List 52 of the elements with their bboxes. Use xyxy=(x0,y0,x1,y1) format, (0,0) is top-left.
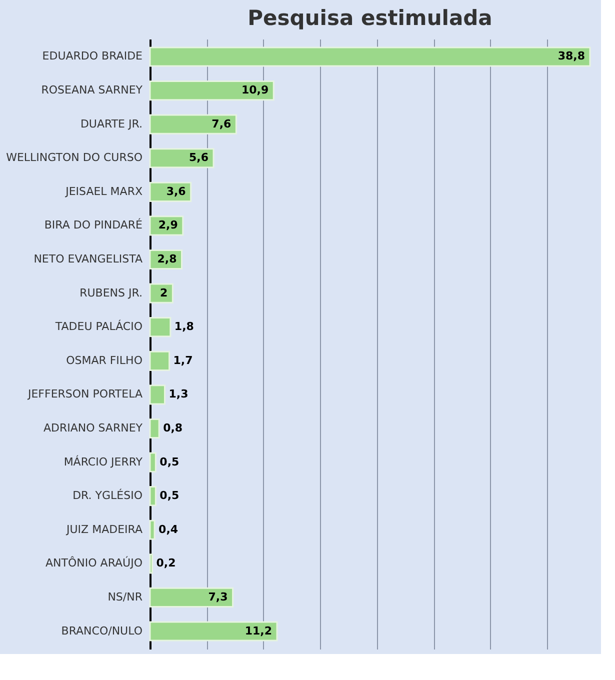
bar xyxy=(149,46,591,67)
data-label: 1,7 xyxy=(173,354,193,367)
data-label: 7,3 xyxy=(208,590,228,604)
data-label: 0,8 xyxy=(163,421,183,434)
y-tick-label: EDUARDO BRAIDE xyxy=(42,50,143,63)
y-tick-label: JUIZ MADEIRA xyxy=(66,522,143,536)
y-tick-label: DR. YGLÉSIO xyxy=(72,488,143,502)
data-label: 38,8 xyxy=(558,50,585,63)
y-tick-label: BRANCO/NULO xyxy=(61,624,143,638)
data-label: 10,9 xyxy=(241,84,269,97)
bar xyxy=(149,350,170,371)
y-tick-label: ADRIANO SARNEY xyxy=(43,421,143,434)
y-tick-label: OSMAR FILHO xyxy=(66,354,143,367)
y-tick-label: NETO EVANGELISTA xyxy=(34,252,143,266)
y-tick-label: TADEU PALÁCIO xyxy=(54,319,143,334)
data-label: 0,2 xyxy=(156,556,176,570)
bar xyxy=(149,587,234,608)
data-label: 3,6 xyxy=(166,184,186,198)
y-tick-label: ANTÔNIO ARAÚJO xyxy=(46,556,143,570)
data-label: 0,5 xyxy=(160,455,180,468)
y-tick-label: WELLINGTON DO CURSO xyxy=(6,151,143,164)
data-label: 11,2 xyxy=(244,624,272,638)
y-tick-label: RUBENS JR. xyxy=(80,286,142,300)
bar xyxy=(149,114,237,134)
bar xyxy=(149,384,166,405)
bar xyxy=(149,317,172,338)
y-tick-label: JEISAEL MARX xyxy=(64,184,143,198)
y-tick-label: MÁRCIO JERRY xyxy=(64,454,143,468)
data-label: 0,5 xyxy=(160,489,180,502)
bar xyxy=(149,621,278,642)
bar xyxy=(149,520,156,540)
bar xyxy=(149,80,274,101)
bar xyxy=(149,486,156,506)
y-tick-label: JEFFERSON PORTELA xyxy=(26,388,143,401)
chart-title: Pesquisa estimulada xyxy=(248,6,492,30)
data-label: 7,6 xyxy=(212,117,232,130)
bar xyxy=(149,554,154,574)
data-label: 2 xyxy=(160,286,168,300)
bar xyxy=(149,452,156,472)
data-label: 2,9 xyxy=(158,218,178,232)
y-tick-label: ROSEANA SARNEY xyxy=(41,84,143,97)
data-label: 5,6 xyxy=(189,151,209,164)
bar xyxy=(149,418,160,439)
bar xyxy=(149,283,174,304)
y-tick-label: BIRA DO PINDARÉ xyxy=(44,218,143,232)
y-tick-label: NS/NR xyxy=(108,590,143,604)
data-label: 0,4 xyxy=(158,522,178,536)
data-label: 2,8 xyxy=(157,252,177,266)
data-label: 1,8 xyxy=(174,320,194,334)
data-label: 1,3 xyxy=(168,388,188,401)
bar xyxy=(149,148,214,168)
y-tick-label: DUARTE JR. xyxy=(80,117,142,130)
